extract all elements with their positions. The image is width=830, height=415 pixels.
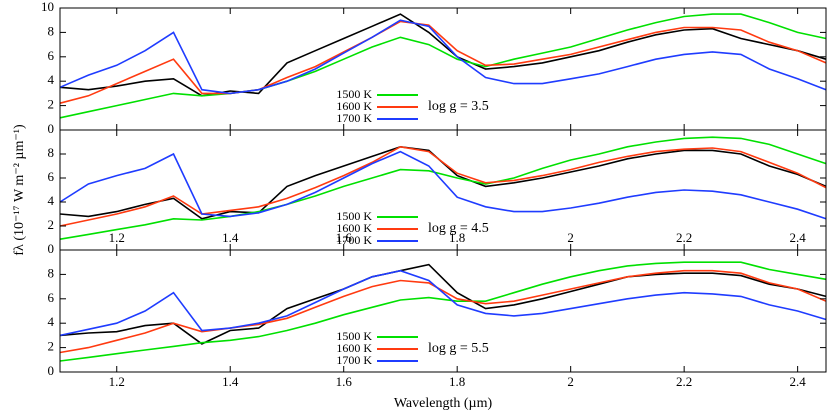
x-tick-label: 2	[567, 230, 574, 245]
annotation: log g = 5.5	[428, 341, 489, 356]
legend-label: 1700 K	[336, 233, 372, 247]
legend-label: 1700 K	[336, 111, 372, 125]
spectrum-line	[59, 145, 827, 227]
spectrum-line	[59, 269, 827, 337]
annotation: log g = 3.5	[428, 99, 489, 114]
spectrum-line	[59, 261, 827, 362]
legend-label: 1600 K	[336, 99, 372, 113]
x-tick-label: 2.4	[790, 374, 807, 389]
x-tick-label: 2.4	[790, 230, 807, 245]
x-tick-label: 1.2	[109, 374, 125, 389]
x-tick-label: 1.2	[109, 230, 125, 245]
legend-label: 1600 K	[336, 341, 372, 355]
spectrum-line	[59, 269, 827, 354]
spectrum-line	[59, 20, 827, 104]
y-tick-label: 0	[48, 241, 55, 256]
legend-label: 1700 K	[336, 353, 372, 367]
x-tick-label: 1.6	[336, 230, 353, 245]
spectrum-line	[59, 19, 827, 95]
y-tick-label: 4	[48, 72, 55, 87]
y-tick-label: 10	[41, 0, 54, 14]
y-tick-label: 2	[48, 217, 55, 232]
legend-label: 1500 K	[336, 329, 372, 343]
x-tick-label: 1.4	[222, 374, 239, 389]
x-tick-label: 1.8	[449, 230, 465, 245]
spectrum-line	[59, 13, 827, 119]
y-tick-label: 6	[48, 169, 55, 184]
spectrum-line	[59, 136, 827, 240]
spectrum-line	[59, 150, 827, 220]
y-tick-label: 2	[48, 339, 55, 354]
x-tick-label: 2.2	[676, 374, 692, 389]
x-tick-label: 1.4	[222, 230, 239, 245]
spectrum-line	[59, 263, 827, 345]
legend-label: 1500 K	[336, 87, 372, 101]
y-tick-label: 0	[48, 121, 55, 136]
y-tick-label: 8	[48, 265, 55, 280]
legend-label: 1600 K	[336, 221, 372, 235]
x-axis-label: Wavelength (µm)	[394, 396, 493, 411]
y-tick-label: 8	[48, 23, 55, 38]
x-tick-label: 2	[567, 374, 574, 389]
spectrum-line	[59, 13, 827, 97]
y-axis-label: fλ (10⁻¹⁷ W m⁻² µm⁻¹)	[12, 124, 27, 256]
y-tick-label: 4	[48, 314, 55, 329]
y-tick-label: 8	[48, 145, 55, 160]
y-tick-label: 6	[48, 290, 55, 305]
y-tick-label: 6	[48, 48, 55, 63]
y-tick-label: 4	[48, 193, 55, 208]
y-tick-label: 0	[48, 363, 55, 378]
legend-label: 1500 K	[336, 209, 372, 223]
x-tick-label: 1.6	[336, 374, 353, 389]
x-tick-label: 1.8	[449, 374, 465, 389]
x-tick-label: 2.2	[676, 230, 692, 245]
y-tick-label: 2	[48, 97, 55, 112]
annotation: log g = 4.5	[428, 221, 489, 236]
plot-frame	[59, 249, 827, 373]
